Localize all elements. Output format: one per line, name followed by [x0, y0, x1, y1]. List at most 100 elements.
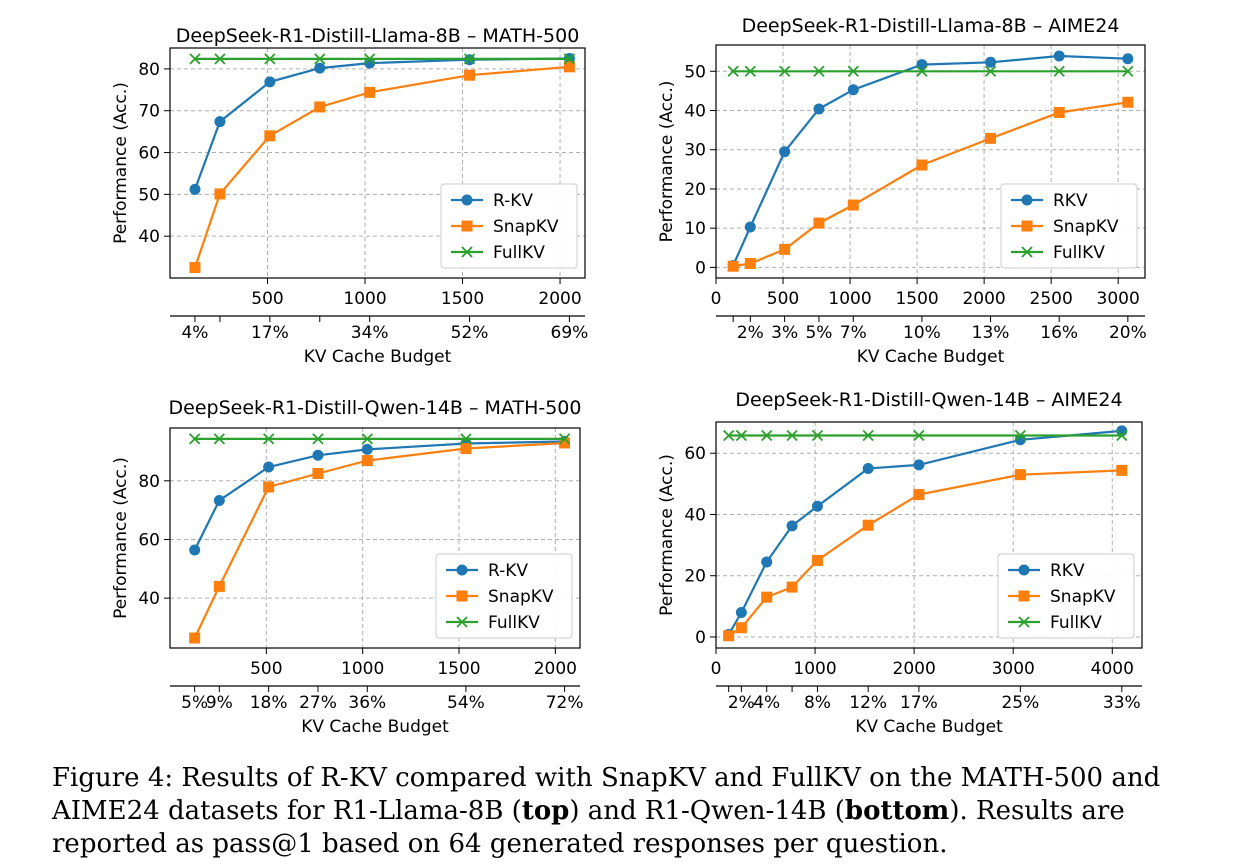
x-axis-label: KV Cache Budget	[304, 347, 452, 367]
data-point-fullkv	[189, 53, 201, 65]
secondary-tick-label: 2%	[728, 693, 755, 713]
data-point-fullkv	[563, 53, 576, 65]
y-axis-label: Performance (Acc.)	[111, 457, 131, 619]
y-tick-label: 40	[138, 589, 160, 609]
x-tick-label: 500	[767, 289, 799, 309]
plot-frame	[169, 47, 586, 279]
data-point-fullkv	[558, 433, 571, 445]
data-point-fullkv	[263, 433, 275, 445]
y-tick-label: 20	[684, 567, 706, 587]
secondary-tick-label: 3%	[771, 323, 798, 343]
data-point-r-kv	[189, 544, 201, 556]
chart-title: DeepSeek-R1-Distill-Qwen-14B – AIME24	[735, 389, 1122, 411]
data-point-fullkv	[361, 433, 373, 445]
data-point-fullkv	[723, 429, 735, 442]
data-point-rkv	[985, 56, 997, 68]
legend-marker	[456, 616, 468, 628]
chart-title: DeepSeek-R1-Distill-Llama-8B – AIME24	[742, 15, 1120, 37]
data-point-fullkv	[1122, 65, 1134, 77]
secondary-tick-label: 17%	[900, 693, 938, 713]
data-point-rkv	[811, 500, 823, 512]
data-point-snapkv	[735, 622, 747, 634]
data-point-snapkv	[361, 455, 373, 467]
data-point-fullkv	[1014, 429, 1026, 442]
data-point-snapkv	[727, 260, 739, 272]
data-point-snapkv	[214, 188, 226, 200]
data-point-snapkv	[1014, 469, 1026, 481]
x-axis-label: KV Cache Budget	[301, 717, 449, 737]
secondary-tick-label: 16%	[1040, 323, 1078, 343]
legend-label: FullKV	[488, 613, 540, 633]
data-point-rkv	[1122, 53, 1134, 65]
x-tick-label: 3000	[992, 659, 1035, 679]
secondary-tick-label: 5%	[805, 323, 832, 343]
legend: RKV SnapKV FullKV	[1000, 183, 1138, 269]
data-point-snapkv	[264, 130, 276, 142]
data-point-fullkv	[312, 433, 324, 445]
secondary-tick-label: 34%	[351, 323, 389, 343]
data-point-snapkv	[563, 61, 575, 73]
data-point-fullkv	[761, 429, 773, 442]
x-tick-label: 500	[251, 289, 283, 309]
data-point-snapkv	[723, 630, 735, 642]
caption-text-1: Figure 4: Results of R-KV compared with …	[52, 763, 1161, 826]
data-point-snapkv	[263, 481, 275, 493]
y-tick-label: 10	[684, 219, 706, 239]
x-tick-label: 2000	[893, 659, 936, 679]
secondary-tick-label: 5%	[181, 693, 208, 713]
x-tick-label: 2000	[538, 289, 581, 309]
plot-frame	[715, 421, 1143, 649]
legend-label: RKV	[1053, 191, 1088, 211]
data-point-snapkv	[1053, 106, 1065, 118]
legend-marker	[456, 564, 468, 576]
y-tick-label: 60	[684, 444, 706, 464]
y-tick-label: 60	[138, 530, 160, 550]
legend-label: SnapKV	[1050, 587, 1116, 607]
figure-caption: Figure 4: Results of R-KV compared with …	[52, 762, 1222, 861]
data-point-snapkv	[189, 632, 201, 644]
data-point-snapkv	[189, 262, 201, 274]
secondary-tick-label: 17%	[251, 323, 289, 343]
secondary-tick-label: 36%	[348, 693, 386, 713]
data-point-snapkv	[314, 101, 326, 113]
data-point-r-kv	[263, 461, 275, 473]
chart-bottom-left: 500 1000 1500 2000 40 60 80 5%9% 18% 27% 36% 54% 72%…	[111, 397, 583, 737]
x-tick-label: 1000	[343, 289, 386, 309]
legend-label: SnapKV	[1053, 217, 1119, 237]
legend-label: RKV	[1050, 561, 1085, 581]
y-tick-label: 0	[695, 258, 706, 278]
caption-text-3: ). Results are reported as pass@1 based …	[52, 796, 1125, 859]
y-tick-label: 70	[138, 102, 160, 122]
data-point-fullkv	[460, 433, 472, 445]
data-point-rkv	[862, 463, 874, 475]
data-point-snapkv	[213, 580, 225, 592]
x-tick-label: 0	[711, 659, 722, 679]
y-tick-label: 60	[138, 144, 160, 164]
legend-marker	[461, 246, 473, 258]
data-point-fullkv	[862, 429, 874, 442]
data-point-snapkv	[862, 519, 874, 531]
data-point-fullkv	[916, 65, 928, 77]
y-tick-label: 20	[684, 180, 706, 200]
secondary-tick-label: 33%	[1103, 693, 1141, 713]
data-point-r-kv	[314, 62, 326, 74]
y-tick-label: 80	[138, 60, 160, 80]
secondary-tick-label: 10%	[903, 323, 941, 343]
data-point-fullkv	[463, 53, 476, 65]
data-point-snapkv	[464, 69, 476, 81]
legend-marker	[1021, 194, 1033, 206]
y-axis-label: Performance (Acc.)	[657, 454, 677, 616]
figure-panels: 500 1000 1500 2000 40 50 60 70 80 4% 17% 34% 52% 69% D…	[111, 15, 1147, 737]
data-point-fullkv	[813, 65, 825, 77]
y-tick-label: 80	[138, 472, 160, 492]
legend-marker	[461, 220, 473, 232]
data-point-fullkv	[735, 429, 747, 442]
data-point-r-kv	[213, 494, 225, 506]
data-point-fullkv	[913, 429, 925, 442]
data-point-snapkv	[916, 159, 928, 171]
caption-text-2: ) and R1-Qwen-14B (	[569, 796, 845, 826]
data-point-fullkv	[744, 65, 756, 77]
x-tick-label: 3000	[1097, 289, 1140, 309]
data-point-snapkv	[559, 437, 571, 449]
